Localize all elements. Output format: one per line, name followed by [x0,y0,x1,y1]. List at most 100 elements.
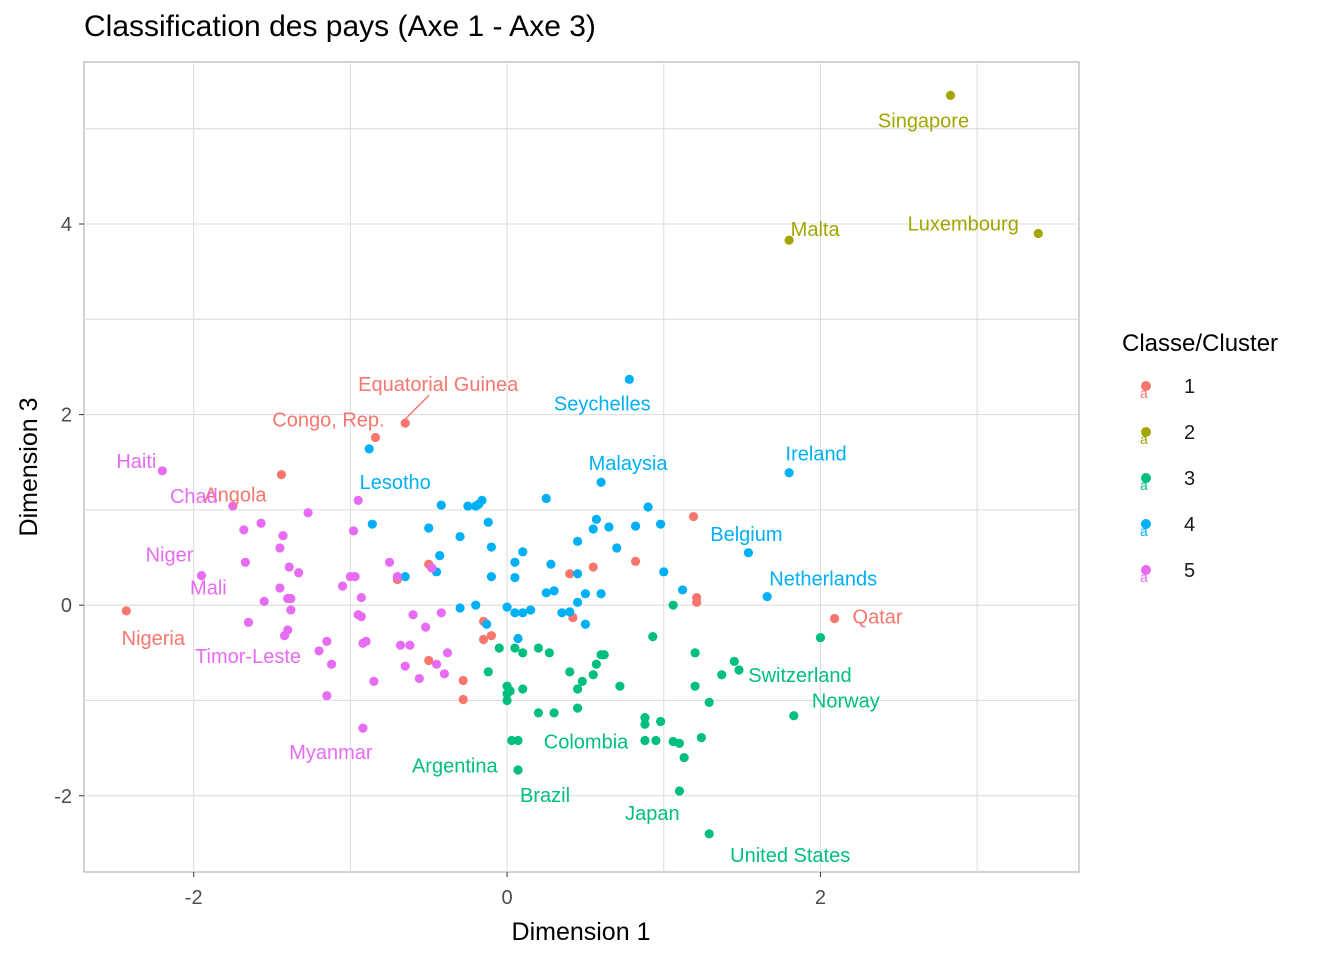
data-point [513,633,523,644]
data-point [408,610,418,620]
country-label: Niger [146,545,194,567]
data-point [502,695,512,706]
data-point [474,499,484,509]
data-point [353,495,363,505]
plot-panel [83,61,1080,873]
data-point [275,583,285,593]
data-point [303,508,313,518]
data-point [436,500,446,510]
data-point [640,735,650,746]
data-point [494,643,504,653]
data-point [604,522,614,532]
data-point [656,519,666,529]
data-point [455,603,465,613]
country-label: Malaysia [589,453,669,475]
data-point [431,659,442,669]
data-point [367,519,377,529]
legend-key: a [1136,470,1156,494]
data-point [196,571,207,581]
data-point [541,588,551,598]
data-point [240,557,250,567]
data-point [656,716,666,727]
data-point [533,643,544,653]
data-point [580,589,591,599]
x-tick-label: -2 [185,887,203,909]
data-point [541,493,551,504]
data-point [588,670,598,680]
country-label: Singapore [878,110,969,132]
data-point [544,648,554,658]
data-point [486,631,497,641]
data-point [572,684,583,694]
x-tick-label: 2 [815,887,826,909]
data-point [286,605,296,615]
data-point [696,733,706,743]
data-point [358,723,368,733]
data-point [717,670,727,680]
data-point [486,542,497,552]
data-point [283,625,293,635]
data-point [513,735,523,746]
legend-key-glyph: a [1140,569,1148,585]
data-point [392,571,402,582]
data-point [458,694,468,705]
country-label: Brazil [520,785,570,807]
data-point [427,563,437,573]
data-point [395,640,406,650]
legend-key: a [1136,562,1156,586]
data-point [510,572,520,583]
data-point [692,597,702,607]
data-point [640,713,650,723]
legend-key: a [1136,516,1156,540]
legend-key-glyph: a [1140,477,1148,493]
data-point [674,738,685,748]
country-label: Switzerland [748,665,851,687]
x-tick-label: 0 [502,887,513,909]
data-point [565,607,575,617]
data-point [591,659,601,669]
data-point [518,608,528,618]
data-point [557,608,567,618]
data-point [784,468,794,478]
data-points [121,90,1043,839]
data-point [436,608,446,618]
legend-title: Classe/Cluster [1122,330,1279,357]
country-label: Belgium [710,524,782,546]
data-point [405,640,415,650]
country-label: Timor-Leste [195,646,301,668]
data-point [322,636,332,646]
data-point [762,592,772,602]
data-point [518,547,528,557]
data-point [424,523,434,533]
country-label: Japan [625,803,680,825]
data-point [690,648,700,658]
data-point [322,691,332,701]
data-point [356,612,366,622]
data-point [294,568,304,578]
country-label: Seychelles [554,393,651,415]
data-point [1033,228,1043,239]
data-point [577,676,587,687]
data-point [350,571,360,582]
data-point [400,571,410,582]
data-point [591,514,601,525]
data-point [356,592,366,603]
country-label: Equatorial Guinea [358,374,519,396]
data-point [284,562,294,572]
country-label: Ireland [786,444,847,466]
legend-dot [1141,565,1151,575]
axis-ticks: -2 0 2 -2 0 2 4 [54,214,826,909]
data-point [525,605,536,615]
data-point [612,543,622,553]
data-point [572,569,583,579]
x-axis-label: Dimension 1 [512,918,651,946]
data-point [588,562,598,572]
data-point [704,697,714,707]
data-point [630,521,641,531]
data-point [510,643,520,653]
data-point [369,676,379,687]
data-point [743,548,753,558]
data-point [572,703,583,713]
data-point [565,667,575,677]
